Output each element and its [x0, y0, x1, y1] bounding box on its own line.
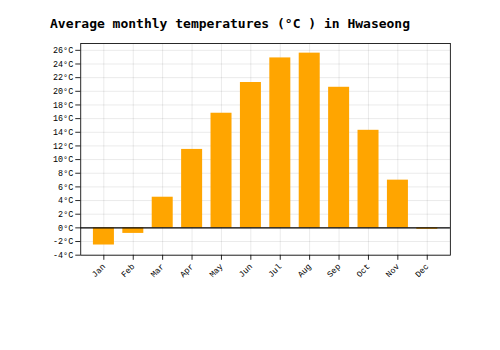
svg-text:10°C: 10°C — [53, 155, 73, 165]
svg-text:4°C: 4°C — [58, 196, 73, 206]
svg-text:24°C: 24°C — [53, 60, 73, 70]
svg-text:Jan: Jan — [90, 262, 108, 280]
svg-text:-4°C: -4°C — [53, 251, 73, 261]
svg-text:14°C: 14°C — [53, 128, 73, 138]
svg-text:22°C: 22°C — [53, 73, 73, 83]
svg-text:12°C: 12°C — [53, 142, 73, 152]
svg-text:20°C: 20°C — [53, 87, 73, 97]
svg-text:Sep: Sep — [325, 262, 343, 280]
svg-text:2°C: 2°C — [58, 210, 73, 220]
svg-text:-2°C: -2°C — [53, 237, 73, 247]
svg-text:8°C: 8°C — [58, 169, 73, 179]
svg-text:Oct: Oct — [355, 262, 373, 280]
svg-text:May: May — [208, 262, 226, 280]
svg-text:Aug: Aug — [296, 262, 314, 280]
svg-text:Feb: Feb — [120, 262, 138, 280]
svg-text:16°C: 16°C — [53, 114, 73, 124]
svg-text:Jul: Jul — [267, 262, 285, 280]
html-text:Average monthly temperatures (: Average monthly temperatures (°C ) in Hw… — [50, 16, 410, 31]
svg-text:18°C: 18°C — [53, 101, 73, 111]
svg-text:Nov: Nov — [384, 262, 402, 280]
svg-text:Jun: Jun — [237, 262, 255, 280]
svg-text:Apr: Apr — [178, 262, 196, 280]
svg-text:26°C: 26°C — [53, 46, 73, 56]
svg-text:6°C: 6°C — [58, 183, 73, 193]
svg-text:Mar: Mar — [149, 262, 167, 280]
svg-text:0°C: 0°C — [58, 224, 73, 234]
svg-text:Dec: Dec — [414, 262, 432, 280]
